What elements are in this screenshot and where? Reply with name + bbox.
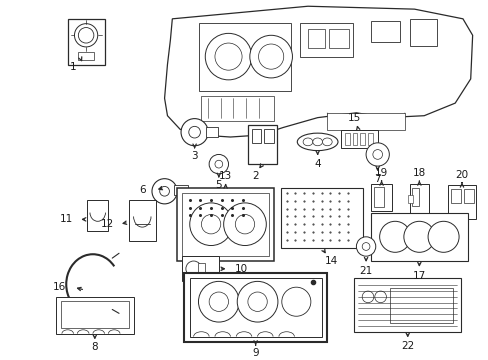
- Bar: [182, 193, 269, 256]
- Text: 9: 9: [252, 348, 259, 358]
- Bar: [199, 23, 291, 90]
- Text: 16: 16: [52, 282, 65, 292]
- Circle shape: [356, 237, 375, 256]
- Bar: [183, 273, 326, 342]
- Text: 3: 3: [191, 152, 198, 161]
- Bar: [251, 129, 261, 143]
- Bar: [328, 28, 348, 48]
- Bar: [56, 297, 133, 334]
- Bar: [352, 133, 357, 145]
- Bar: [411, 188, 419, 206]
- Circle shape: [78, 28, 94, 43]
- Text: 2: 2: [252, 171, 259, 181]
- Text: 14: 14: [324, 256, 337, 266]
- Bar: [206, 127, 218, 137]
- Bar: [264, 129, 273, 143]
- Bar: [450, 189, 460, 203]
- Ellipse shape: [303, 138, 312, 146]
- Text: 11: 11: [60, 214, 73, 224]
- Circle shape: [189, 203, 232, 246]
- Circle shape: [247, 292, 267, 311]
- Circle shape: [281, 287, 310, 316]
- Circle shape: [215, 43, 242, 70]
- Text: 5: 5: [215, 180, 222, 190]
- Text: 6: 6: [139, 185, 146, 195]
- Bar: [409, 19, 436, 46]
- Bar: [300, 23, 353, 57]
- Circle shape: [372, 150, 382, 159]
- Circle shape: [205, 33, 251, 80]
- Text: 21: 21: [359, 266, 372, 276]
- Circle shape: [403, 221, 434, 252]
- Text: 17: 17: [412, 271, 425, 280]
- Text: 22: 22: [400, 341, 413, 351]
- Circle shape: [223, 203, 266, 246]
- Bar: [326, 113, 404, 130]
- Bar: [340, 130, 377, 148]
- Circle shape: [362, 243, 369, 250]
- Bar: [307, 28, 325, 48]
- Bar: [354, 279, 460, 332]
- Ellipse shape: [297, 133, 337, 150]
- Circle shape: [198, 282, 239, 322]
- Bar: [360, 133, 365, 145]
- Text: 20: 20: [454, 170, 468, 180]
- Text: 1: 1: [70, 62, 77, 72]
- Bar: [373, 188, 383, 207]
- Bar: [201, 96, 273, 121]
- Circle shape: [235, 215, 254, 234]
- Ellipse shape: [322, 138, 331, 146]
- Bar: [370, 21, 399, 42]
- Circle shape: [362, 291, 373, 303]
- Circle shape: [366, 143, 388, 166]
- Circle shape: [185, 261, 201, 276]
- Circle shape: [215, 160, 222, 168]
- Bar: [67, 19, 104, 65]
- Circle shape: [258, 44, 283, 69]
- Circle shape: [152, 179, 177, 204]
- Circle shape: [160, 186, 169, 196]
- Bar: [280, 188, 363, 248]
- Bar: [409, 184, 428, 213]
- Circle shape: [188, 126, 200, 138]
- Text: 18: 18: [412, 168, 425, 178]
- Bar: [389, 288, 452, 323]
- Bar: [128, 200, 156, 241]
- Bar: [370, 184, 391, 211]
- Bar: [87, 200, 108, 231]
- Ellipse shape: [312, 138, 322, 146]
- Text: 10: 10: [235, 264, 248, 274]
- Circle shape: [237, 282, 277, 322]
- Bar: [189, 279, 321, 337]
- Bar: [247, 125, 276, 164]
- Text: 19: 19: [374, 168, 387, 178]
- Circle shape: [379, 221, 410, 252]
- Bar: [370, 213, 467, 261]
- Bar: [174, 185, 187, 195]
- Text: 15: 15: [347, 113, 360, 123]
- Bar: [463, 189, 473, 203]
- Circle shape: [181, 118, 208, 146]
- Text: 13: 13: [219, 171, 232, 181]
- Text: 8: 8: [91, 342, 98, 352]
- Bar: [407, 195, 412, 203]
- Bar: [177, 188, 273, 261]
- Bar: [197, 263, 205, 275]
- Bar: [61, 301, 128, 328]
- Bar: [78, 52, 94, 59]
- Text: 12: 12: [101, 219, 114, 229]
- Bar: [367, 133, 372, 145]
- Bar: [182, 256, 218, 282]
- Circle shape: [209, 154, 228, 174]
- Circle shape: [374, 291, 386, 303]
- Bar: [344, 133, 349, 145]
- Bar: [447, 185, 475, 219]
- Circle shape: [249, 35, 292, 78]
- Circle shape: [201, 215, 220, 234]
- Circle shape: [427, 221, 458, 252]
- Polygon shape: [164, 6, 472, 137]
- Text: 7: 7: [374, 174, 380, 184]
- Text: 4: 4: [314, 159, 320, 169]
- Circle shape: [209, 292, 228, 311]
